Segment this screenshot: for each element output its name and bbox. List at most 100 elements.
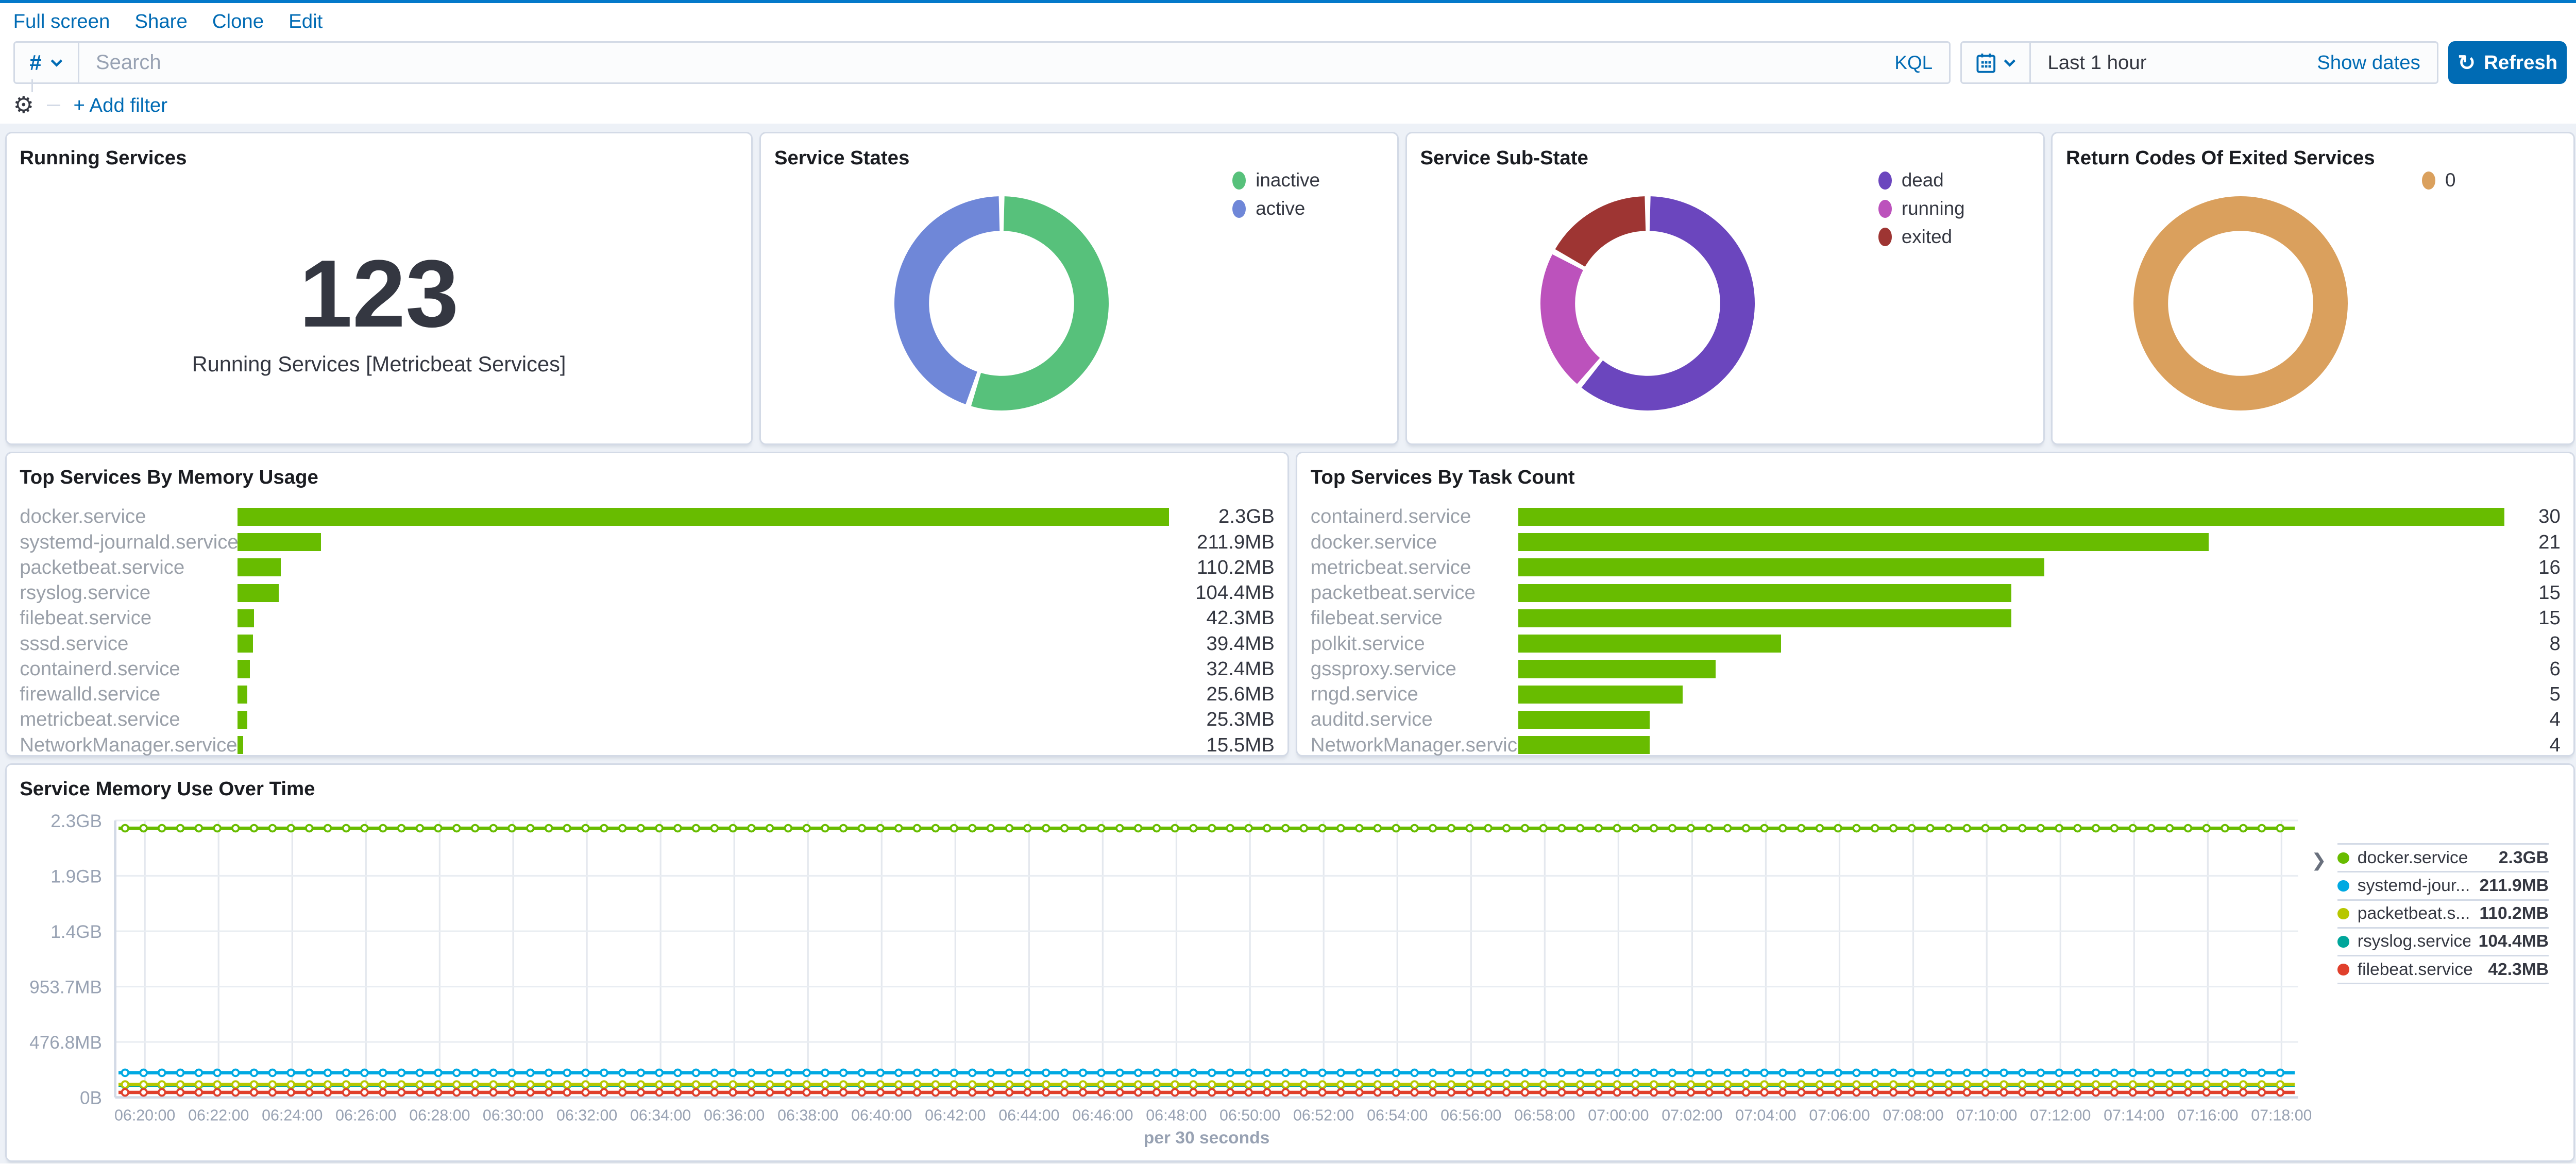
bar[interactable] bbox=[237, 635, 253, 653]
legend-item-rsyslog.service[interactable]: rsyslog.service 104.4MB bbox=[2337, 927, 2549, 955]
time-range-value[interactable]: Last 1 hour bbox=[2047, 51, 2147, 74]
svg-text:07:04:00: 07:04:00 bbox=[1735, 1106, 1796, 1124]
bar-row-sssd.service: sssd.service 39.4MB bbox=[20, 632, 1275, 655]
legend-collapse-chevron-icon[interactable]: ❯ bbox=[2311, 850, 2327, 871]
bar[interactable] bbox=[1518, 635, 1782, 653]
legend-item-running[interactable]: running bbox=[1878, 198, 1965, 219]
bar-track bbox=[1518, 533, 2504, 552]
legend-item-filebeat.service[interactable]: filebeat.service 42.3MB bbox=[2337, 955, 2549, 985]
series-filebeat.service bbox=[118, 1088, 2295, 1097]
bar-value: 15 bbox=[2538, 581, 2561, 604]
bar[interactable] bbox=[1518, 736, 1650, 755]
bar[interactable] bbox=[1518, 584, 2011, 602]
saved-query-menu-button[interactable]: # bbox=[15, 42, 79, 83]
svg-text:06:22:00: 06:22:00 bbox=[188, 1106, 249, 1124]
menu-link-edit[interactable]: Edit bbox=[289, 10, 323, 32]
svg-text:07:18:00: 07:18:00 bbox=[2251, 1106, 2311, 1124]
metric-label: Running Services [Metricbeat Services] bbox=[192, 351, 566, 376]
query-language-button[interactable]: KQL bbox=[1894, 52, 1933, 73]
bar-value: 2.3GB bbox=[1218, 505, 1275, 528]
bar[interactable] bbox=[237, 710, 247, 729]
bar-row-packetbeat.service: packetbeat.service 15 bbox=[1311, 581, 2561, 604]
panel-title[interactable]: Top Services By Task Count bbox=[1310, 466, 1575, 489]
panel-task-count: Top Services By Task Count containerd.se… bbox=[1296, 451, 2575, 757]
chart-legend: 0 bbox=[2422, 169, 2455, 191]
panel-title[interactable]: Top Services By Memory Usage bbox=[20, 466, 318, 489]
legend-dot bbox=[2422, 171, 2435, 190]
bar[interactable] bbox=[237, 533, 321, 552]
svg-text:06:48:00: 06:48:00 bbox=[1146, 1106, 1207, 1124]
panel-title[interactable]: Running Services bbox=[20, 146, 187, 169]
x-axis-labels: 06:20:00 06:22:00 06:24:00 06:26:00 06:28:00… bbox=[114, 1106, 2311, 1124]
legend-value: 211.9MB bbox=[2479, 876, 2549, 896]
service_sub_state-slice-exited[interactable] bbox=[1524, 180, 1770, 426]
legend-item-docker.service[interactable]: docker.service 2.3GB bbox=[2337, 843, 2549, 871]
refresh-button[interactable]: ↻ Refresh bbox=[2448, 41, 2567, 84]
bar-label: metricbeat.service bbox=[1310, 556, 1471, 578]
x-axis-title: per 30 seconds bbox=[1144, 1128, 1270, 1148]
chevron-down-icon bbox=[2004, 59, 2016, 67]
legend-item-packetbeat.service[interactable]: packetbeat.s... 110.2MB bbox=[2337, 899, 2549, 927]
chevron-down-icon bbox=[50, 59, 62, 67]
bar[interactable] bbox=[237, 736, 244, 755]
menu-link-share[interactable]: Share bbox=[134, 10, 188, 32]
series-systemd-journald.service bbox=[118, 1068, 2295, 1077]
bar[interactable] bbox=[237, 609, 255, 627]
return_codes-slice-0[interactable] bbox=[2133, 196, 2348, 410]
bar-label: docker.service bbox=[1310, 530, 1437, 553]
bar-label: NetworkManager.service bbox=[1310, 733, 1518, 756]
legend-dot bbox=[1232, 199, 1246, 218]
bar-value: 21 bbox=[2538, 530, 2561, 553]
menu-link-full-screen[interactable]: Full screen bbox=[13, 10, 110, 32]
bar[interactable] bbox=[237, 685, 248, 704]
service_states-slice-inactive[interactable] bbox=[894, 196, 1109, 410]
donut-chart-holder bbox=[1524, 180, 1771, 427]
bar[interactable] bbox=[237, 584, 279, 602]
show-dates-button[interactable]: Show dates bbox=[2317, 51, 2420, 74]
bar[interactable] bbox=[1518, 507, 2505, 526]
bar-value: 42.3MB bbox=[1206, 607, 1275, 629]
bar[interactable] bbox=[1518, 685, 1683, 704]
timeseries-chart: 2.3GB 1.9GB 1.4GB 953.7MB 476.8MB 0B 06:20:00 0… bbox=[20, 804, 2311, 1150]
filter-options-gear-icon[interactable]: ⚙ bbox=[13, 92, 34, 118]
legend-item-dead[interactable]: dead bbox=[1878, 169, 1965, 191]
series-packetbeat.service bbox=[118, 1080, 2295, 1089]
bar-track bbox=[237, 685, 1169, 704]
calendar-menu-button[interactable] bbox=[1962, 42, 2031, 83]
donut-chart-holder bbox=[2117, 180, 2364, 427]
legend-item-systemd-journald.service[interactable]: systemd-jour... 211.9MB bbox=[2337, 871, 2549, 899]
bar-label: rsyslog.service bbox=[20, 581, 151, 604]
bar-row-gssproxy.service: gssproxy.service 6 bbox=[1311, 658, 2561, 680]
bar-row-containerd.service: containerd.service 32.4MB bbox=[20, 658, 1275, 680]
legend-item-0[interactable]: 0 bbox=[2422, 169, 2455, 191]
dashboard-grid: Running Services 123 Running Services [M… bbox=[0, 123, 2576, 1164]
bar[interactable] bbox=[1518, 660, 1716, 678]
filter-connector-line bbox=[31, 79, 33, 93]
bar[interactable] bbox=[237, 558, 281, 577]
legend-item-active[interactable]: active bbox=[1232, 198, 1320, 219]
bar-row-systemd-journald.service: systemd-journald.service 211.9MB bbox=[20, 531, 1275, 553]
legend-item-inactive[interactable]: inactive bbox=[1232, 169, 1320, 191]
bar-track bbox=[1518, 609, 2504, 627]
bar[interactable] bbox=[1518, 533, 2209, 552]
menu-link-clone[interactable]: Clone bbox=[212, 10, 264, 32]
bar[interactable] bbox=[1518, 710, 1650, 729]
bar[interactable] bbox=[1518, 558, 2044, 577]
panel-title[interactable]: Return Codes Of Exited Services bbox=[2066, 146, 2375, 169]
bar-track bbox=[237, 736, 1169, 755]
bar-label: auditd.service bbox=[1310, 708, 1433, 731]
panel-title[interactable]: Service States bbox=[774, 146, 910, 169]
panel-title[interactable]: Service Memory Use Over Time bbox=[20, 778, 315, 800]
add-filter-button[interactable]: + Add filter bbox=[73, 94, 168, 116]
metric-value: 123 bbox=[299, 240, 459, 347]
bar-value: 15.5MB bbox=[1206, 733, 1275, 756]
bar[interactable] bbox=[237, 660, 250, 678]
bar[interactable] bbox=[1518, 609, 2011, 627]
bar[interactable] bbox=[237, 507, 1170, 526]
bar-label: systemd-journald.service bbox=[20, 530, 238, 553]
legend-item-exited[interactable]: exited bbox=[1878, 226, 1965, 248]
bar-value: 104.4MB bbox=[1195, 581, 1275, 604]
search-input[interactable] bbox=[79, 51, 1878, 75]
panel-title[interactable]: Service Sub-State bbox=[1420, 146, 1588, 169]
